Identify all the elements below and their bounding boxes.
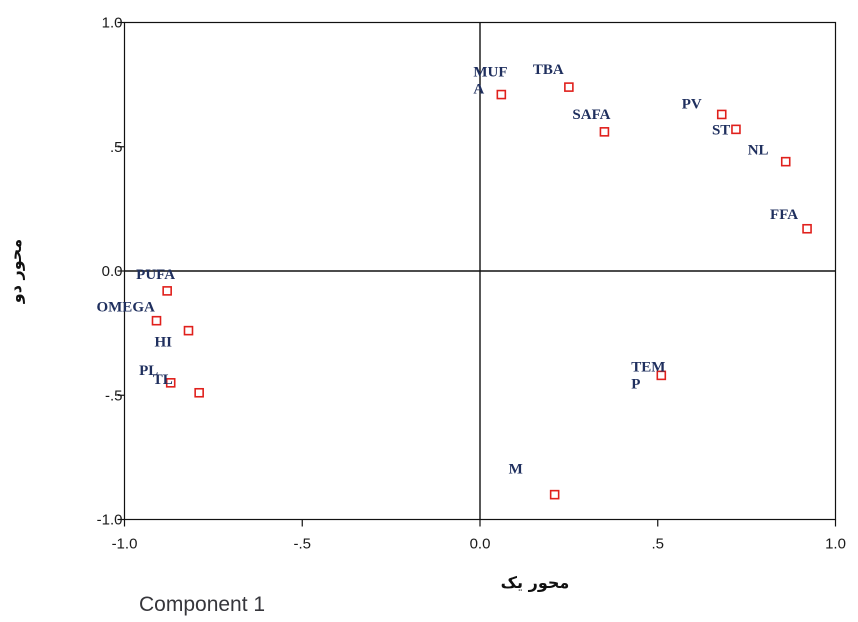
point-marker	[564, 82, 574, 92]
data-point: FFA	[770, 207, 812, 234]
y-tick-label: 0.0	[102, 263, 123, 280]
point-marker	[549, 489, 560, 500]
data-point: PL	[139, 363, 204, 398]
y-axis-title: محور دو	[6, 239, 25, 304]
data-point: SAFA	[572, 107, 611, 137]
x-axis-ticks: -1.0 -.5 0.0 .5 1.0	[112, 519, 846, 553]
point-marker	[151, 315, 162, 326]
data-point: PV	[682, 96, 727, 120]
point-label: FFA	[770, 207, 798, 223]
data-point: MUF A	[473, 65, 507, 100]
data-point: TL	[153, 372, 176, 388]
x-tick-label: 0.0	[470, 536, 491, 553]
point-marker	[194, 387, 204, 398]
y-tick-label: -1.0	[97, 512, 123, 529]
y-tick-label: -.5	[105, 387, 123, 404]
point-label: NL	[748, 143, 769, 159]
y-tick-label: 1.0	[102, 15, 123, 32]
point-label: SAFA	[572, 107, 610, 123]
x-tick-label: .5	[651, 536, 664, 553]
data-point: M	[509, 462, 560, 500]
point-marker	[165, 378, 176, 388]
x-axis-title: محور یک	[501, 573, 570, 592]
point-label: PUFA	[136, 267, 175, 283]
point-marker	[780, 156, 791, 167]
component-footer-label: Component 1	[139, 593, 265, 616]
point-marker	[183, 325, 194, 336]
point-marker	[716, 109, 727, 120]
point-marker	[599, 127, 610, 137]
point-label: HI	[154, 335, 172, 351]
point-label: ST	[712, 122, 730, 138]
data-point: PUFA	[136, 267, 175, 296]
point-label: TEM P	[631, 359, 665, 392]
point-label: M	[509, 462, 523, 478]
y-tick-label: .5	[110, 139, 123, 156]
data-point: HI	[154, 325, 194, 351]
point-label: PV	[682, 96, 702, 112]
point-label: TBA	[533, 62, 564, 78]
point-marker	[496, 89, 507, 100]
point-marker	[802, 223, 812, 234]
data-point: TEM P	[631, 359, 667, 392]
data-point: TBA	[533, 62, 574, 92]
point-marker	[162, 286, 172, 296]
x-tick-label: -1.0	[112, 536, 138, 553]
point-label: MUF A	[473, 65, 507, 98]
data-point: ST	[712, 122, 741, 138]
point-marker	[656, 370, 667, 381]
x-tick-label: -.5	[293, 536, 311, 553]
data-point: NL	[748, 143, 791, 167]
point-label: OMEGA	[96, 300, 154, 316]
data-point: OMEGA	[96, 300, 162, 326]
y-axis-ticks: 1.0 .5 0.0 -.5 -1.0	[97, 15, 125, 529]
point-label: TL	[153, 372, 173, 388]
point-marker	[731, 124, 741, 135]
point-label: PL	[139, 363, 158, 379]
x-tick-label: 1.0	[825, 536, 846, 553]
